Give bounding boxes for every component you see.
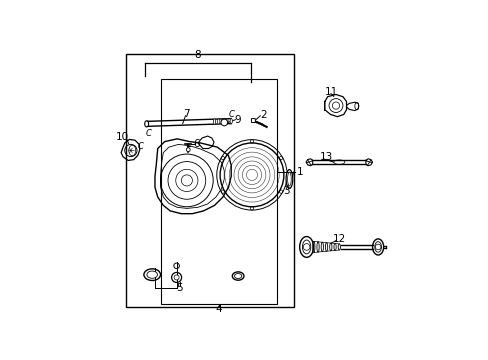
Ellipse shape [146,271,157,278]
Text: C: C [145,129,151,138]
Text: 7: 7 [183,109,190,119]
Text: 12: 12 [332,234,345,244]
Ellipse shape [285,170,292,188]
Text: 5: 5 [176,283,183,293]
Circle shape [186,148,190,152]
Ellipse shape [217,119,220,124]
Text: 2: 2 [259,110,266,120]
Circle shape [174,275,179,280]
Text: C: C [137,142,143,151]
FancyBboxPatch shape [251,118,255,122]
Text: 9: 9 [234,115,241,125]
Text: 11: 11 [324,87,337,97]
Circle shape [173,263,179,269]
Text: 13: 13 [319,152,332,162]
Ellipse shape [144,121,148,127]
Ellipse shape [232,272,244,280]
Text: 3: 3 [282,186,289,196]
Text: 6: 6 [193,139,200,149]
Ellipse shape [234,274,241,279]
Text: 4: 4 [215,304,222,314]
Text: 8: 8 [194,50,201,60]
Ellipse shape [287,172,291,186]
Bar [160,79,276,304]
Bar [125,54,293,307]
Ellipse shape [225,118,228,124]
Ellipse shape [222,118,224,124]
Ellipse shape [143,269,160,280]
Circle shape [171,273,181,283]
Circle shape [221,119,227,126]
Ellipse shape [213,119,215,125]
Text: 10: 10 [116,132,129,143]
Text: 1: 1 [296,167,303,177]
Text: C: C [228,110,234,119]
Ellipse shape [230,118,232,124]
